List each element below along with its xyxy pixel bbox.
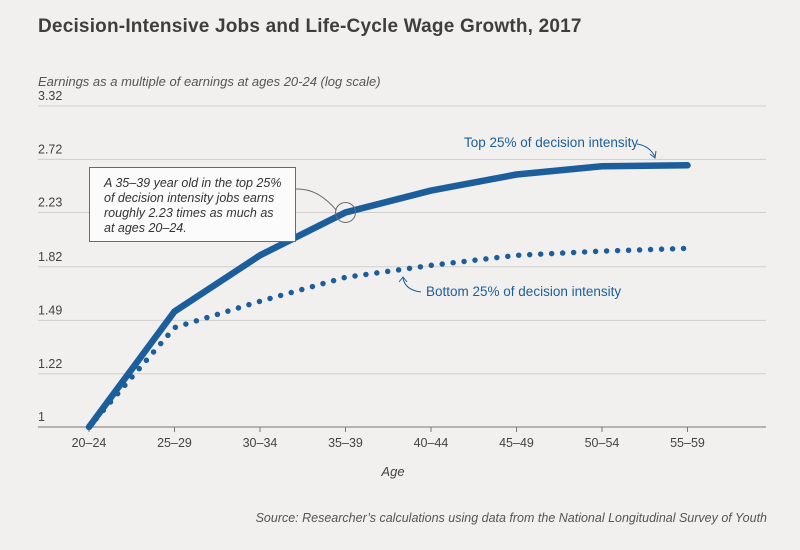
arrowhead-top-25 xyxy=(649,150,657,159)
y-tick-label: 3.32 xyxy=(38,89,62,103)
annotation-highlight-circle xyxy=(335,201,356,223)
series-label-bottom-25: Bottom 25% of decision intensity xyxy=(426,284,621,299)
y-tick-label: 2.23 xyxy=(38,195,62,209)
arrow-top-25 xyxy=(636,143,656,158)
y-tick-label: 1.49 xyxy=(38,303,62,317)
y-axis-label: Earnings as a multiple of earnings at ag… xyxy=(38,74,381,89)
annotation-connector xyxy=(295,188,337,211)
source-note: Source: Researcher’s calculations using … xyxy=(255,511,767,525)
x-tick-label: 30–34 xyxy=(243,436,278,450)
x-axis-title: Age xyxy=(380,464,404,479)
series-label-top-25: Top 25% of decision intensity xyxy=(464,135,638,150)
x-tick-label: 55–59 xyxy=(670,436,705,450)
x-tick-label: 25–29 xyxy=(157,436,192,450)
series-line-bottom-25 xyxy=(86,245,691,430)
x-tick-label: 45–49 xyxy=(499,436,534,450)
chart-title: Decision-Intensive Jobs and Life-Cycle W… xyxy=(38,16,582,37)
y-tick-label: 1.82 xyxy=(38,250,62,264)
series-line-top-25 xyxy=(85,162,691,431)
arrow-bottom-25 xyxy=(402,277,422,293)
y-tick-label: 1.22 xyxy=(38,357,62,371)
x-tick-label: 40–44 xyxy=(414,436,449,450)
arrowhead-bottom-25 xyxy=(398,276,408,283)
x-tick-label: 20–24 xyxy=(72,436,107,450)
y-tick-label: 1 xyxy=(38,410,45,424)
annotation-box: A 35–39 year old in the top 25% of decis… xyxy=(89,167,296,242)
x-tick-label: 35–39 xyxy=(328,436,363,450)
y-tick-label: 2.72 xyxy=(38,142,62,156)
x-tick-label: 50–54 xyxy=(585,436,620,450)
